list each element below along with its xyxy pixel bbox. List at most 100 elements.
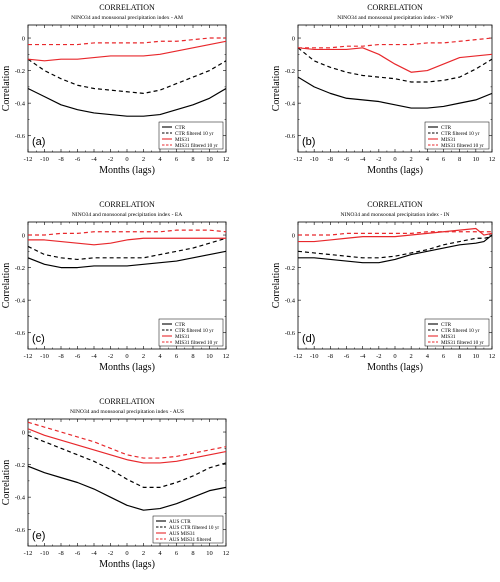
- x-tick-label: -2: [108, 353, 113, 360]
- x-tick-label: -8: [328, 156, 333, 163]
- series-line-1: [28, 237, 226, 261]
- series-line-2: [28, 237, 226, 246]
- chart-title: CORRELATION: [99, 200, 155, 209]
- x-tick-label: 4: [158, 353, 162, 360]
- x-tick-label: -4: [91, 156, 97, 163]
- series-line-0: [28, 465, 226, 511]
- series-line-1: [298, 236, 492, 259]
- x-tick-label: -8: [58, 156, 63, 163]
- chart-title: CORRELATION: [99, 3, 155, 12]
- series-line-2: [298, 47, 492, 73]
- y-tick-label: -0.4: [285, 100, 296, 107]
- y-tick-label: -0.2: [15, 265, 25, 272]
- x-tick-label: 12: [223, 550, 230, 557]
- x-tick-label: -6: [344, 353, 350, 360]
- legend-entry: CTR filtered 10 yr: [441, 130, 480, 137]
- x-tick-label: -10: [310, 353, 319, 360]
- chart-subtitle: NINO34 and monsoonal precipitation index…: [70, 409, 184, 415]
- x-tick-label: 6: [442, 353, 446, 360]
- legend-entry: MIS31: [441, 334, 456, 340]
- x-axis-label: Months (lags): [99, 362, 155, 373]
- series-line-3: [298, 231, 492, 236]
- x-tick-label: -10: [40, 156, 49, 163]
- legend-entry: AUS CTR filtered 10 yr: [169, 524, 219, 531]
- x-tick-label: 6: [175, 156, 179, 163]
- x-axis-label: Months (lags): [367, 165, 423, 176]
- panel-label: (c): [32, 333, 45, 345]
- x-tick-label: 2: [410, 353, 413, 360]
- x-tick-label: 6: [442, 156, 446, 163]
- x-tick-label: 8: [191, 156, 194, 163]
- chart-subtitle: NINO34 and monsoonal precipitation index…: [340, 212, 449, 218]
- chart-panel-d: CORRELATION NINO34 and monsoonal precipit…: [271, 200, 495, 373]
- x-tick-label: 8: [191, 550, 194, 557]
- y-tick-label: -0.2: [15, 68, 25, 75]
- x-tick-label: -10: [40, 550, 49, 557]
- y-axis-label: Correlation: [1, 66, 12, 112]
- legend-entry: CTR: [175, 125, 186, 131]
- legend-entry: CTR: [441, 125, 452, 131]
- x-tick-label: 2: [410, 156, 413, 163]
- x-tick-label: 0: [393, 156, 396, 163]
- x-tick-label: 10: [206, 353, 213, 360]
- chart-title: CORRELATION: [367, 3, 423, 12]
- x-tick-label: 2: [142, 550, 145, 557]
- x-tick-label: 12: [223, 353, 230, 360]
- chart-panel-e: CORRELATION NINO34 and monsoonal precipit…: [1, 397, 229, 570]
- y-tick-label: -0.6: [15, 527, 26, 534]
- x-tick-label: 10: [473, 156, 480, 163]
- y-tick-label: -0.2: [285, 265, 295, 272]
- series-line-1: [28, 58, 226, 94]
- x-tick-label: -10: [40, 353, 49, 360]
- y-tick-label: -0.4: [285, 297, 296, 304]
- x-tick-label: 0: [393, 353, 396, 360]
- x-tick-label: -2: [108, 550, 113, 557]
- series-line-2: [28, 40, 226, 62]
- chart-panel-a: CORRELATION NINO34 and monsoonal precipit…: [1, 3, 229, 176]
- legend-entry: AUS CTR: [169, 519, 191, 525]
- y-axis-label: Correlation: [271, 66, 282, 112]
- legend-entry: CTR filtered 10 yr: [175, 130, 214, 137]
- x-tick-label: 6: [175, 353, 179, 360]
- y-tick-label: -0.4: [15, 100, 26, 107]
- y-tick-label: 0: [292, 35, 295, 42]
- y-tick-label: -0.6: [15, 133, 26, 140]
- legend-entry: MIS31 filtered 10 yr: [441, 142, 484, 149]
- x-tick-label: -8: [58, 550, 63, 557]
- x-tick-label: -12: [294, 156, 303, 163]
- legend-entry: MIS31 filtered 10 yr: [175, 142, 218, 149]
- series-line-3: [28, 229, 226, 236]
- x-axis-label: Months (lags): [99, 559, 155, 570]
- x-tick-label: -12: [294, 353, 303, 360]
- x-tick-label: -10: [310, 156, 319, 163]
- x-tick-label: -6: [75, 156, 81, 163]
- x-tick-label: -12: [24, 156, 33, 163]
- y-tick-label: -0.6: [285, 133, 296, 140]
- y-tick-label: -0.6: [15, 330, 26, 337]
- x-tick-label: 12: [489, 156, 496, 163]
- y-tick-label: 0: [22, 232, 25, 239]
- chart-subtitle: NINO34 and monsoonal precipitation index…: [71, 15, 183, 21]
- legend-entry: MIS31: [175, 334, 190, 340]
- x-tick-label: -6: [75, 353, 81, 360]
- x-tick-label: -4: [91, 353, 97, 360]
- series-line-0: [28, 87, 226, 117]
- x-tick-label: -4: [91, 550, 97, 557]
- legend-entry: AUS MIS31: [169, 531, 195, 537]
- x-tick-label: 12: [223, 156, 230, 163]
- panel-label: (e): [32, 530, 45, 542]
- x-tick-label: 10: [473, 353, 480, 360]
- x-tick-label: -2: [108, 156, 113, 163]
- chart-title: CORRELATION: [99, 397, 155, 406]
- legend-entry: MIS31 filtered 10 yr: [441, 339, 484, 346]
- legend-entry: MIS31: [175, 137, 190, 143]
- legend-entry: AUS MIS31 filtered: [169, 536, 212, 543]
- x-tick-label: -4: [360, 156, 366, 163]
- series-line-3: [298, 37, 492, 49]
- x-tick-label: 8: [191, 353, 194, 360]
- x-axis-label: Months (lags): [99, 165, 155, 176]
- series-line-2: [298, 227, 492, 243]
- x-tick-label: -2: [376, 156, 381, 163]
- x-tick-label: -6: [75, 550, 81, 557]
